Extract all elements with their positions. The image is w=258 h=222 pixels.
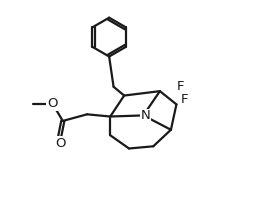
Text: O: O [55, 137, 66, 150]
Text: F: F [180, 93, 188, 107]
Text: O: O [47, 97, 58, 110]
Text: N: N [141, 109, 150, 122]
Text: F: F [177, 80, 184, 93]
